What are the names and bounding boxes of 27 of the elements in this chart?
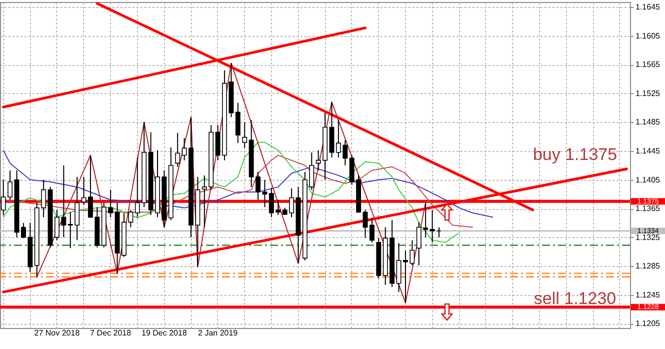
y-tick-label: 1.1445 <box>636 146 661 156</box>
line-series <box>2 150 494 218</box>
y-tick-label: 1.1485 <box>636 118 661 127</box>
y-tick-label: 1.1605 <box>636 31 661 40</box>
y-tick-label: 1.1285 <box>636 262 661 271</box>
candlestick <box>362 209 368 239</box>
y-tick-label: 1.1245 <box>636 290 661 300</box>
y-tick-label: 1.1405 <box>636 175 661 184</box>
annotation: sell 1.1230 <box>534 289 616 308</box>
y-tick-label: 1.1365 <box>636 204 661 214</box>
y-tick-label: 1.1525 <box>636 88 661 98</box>
line-series <box>2 142 460 243</box>
candlestick <box>430 209 435 243</box>
y-tick-label: 1.1565 <box>636 60 661 70</box>
x-tick-label: 7 Dec 2018 <box>90 328 132 338</box>
y-tick-label: 1.1645 <box>636 2 661 12</box>
candlestick <box>262 179 268 208</box>
x-tick-label: 2 Jan 2019 <box>198 328 238 338</box>
annotation: buy 1.1375 <box>532 145 618 164</box>
candlestick <box>175 132 180 168</box>
candlestick <box>369 217 374 243</box>
candlestick <box>235 102 240 144</box>
x-tick-label: 19 Dec 2018 <box>142 328 188 338</box>
candlestick <box>242 122 248 149</box>
y-tick-label: 1.1205 <box>636 319 661 328</box>
y-tick-label: 1.1325 <box>636 232 661 242</box>
x-tick-label: 27 Nov 2018 <box>34 328 80 338</box>
